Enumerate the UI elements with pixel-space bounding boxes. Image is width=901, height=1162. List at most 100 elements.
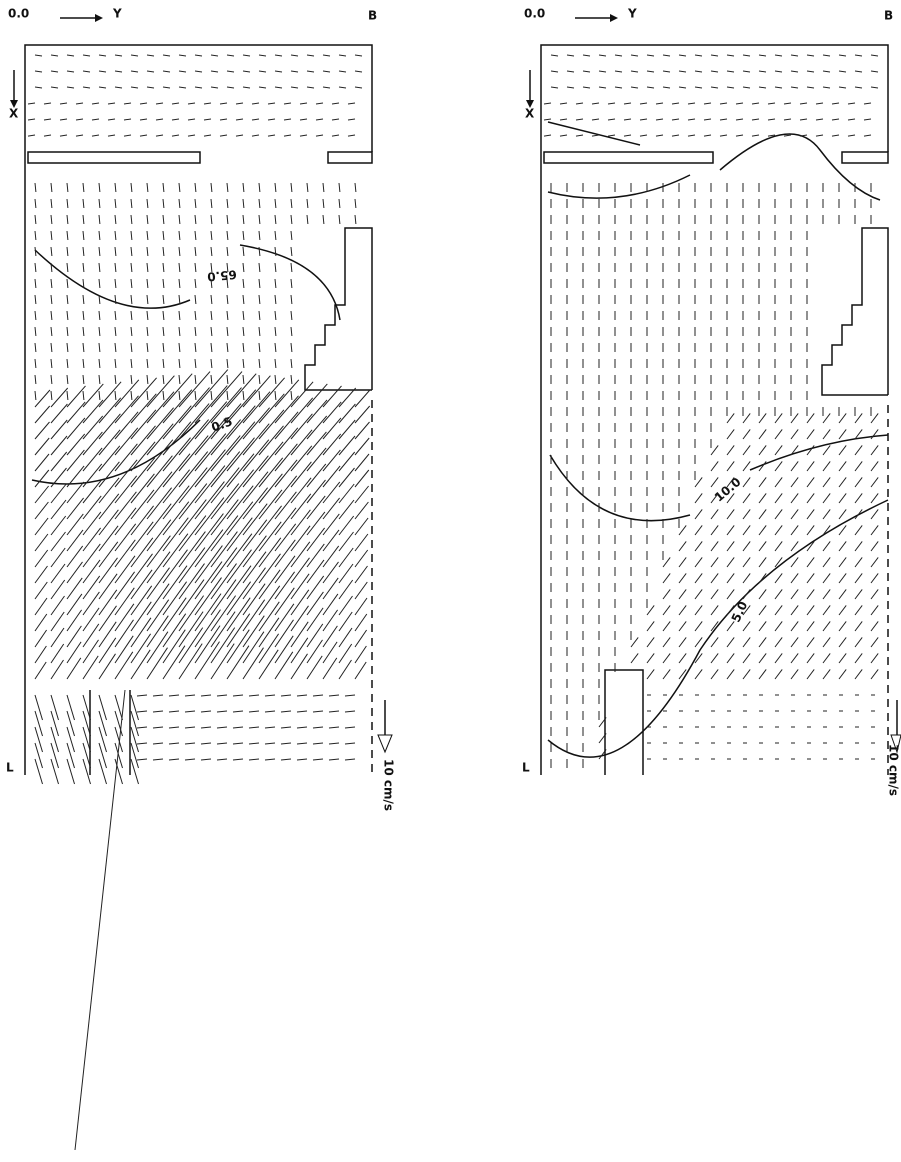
vector	[306, 214, 309, 225]
vector	[178, 182, 181, 193]
vector	[168, 710, 180, 713]
vector	[847, 102, 856, 105]
vector	[34, 758, 43, 785]
vector	[82, 230, 85, 241]
vector	[66, 561, 83, 584]
vector	[187, 118, 196, 121]
vector	[178, 611, 204, 648]
vector	[566, 70, 575, 73]
vector	[114, 539, 136, 568]
vector	[758, 605, 767, 616]
vector	[274, 326, 277, 337]
vector	[322, 529, 340, 552]
vector	[344, 742, 356, 745]
vector	[66, 577, 83, 600]
vector	[870, 669, 879, 680]
vector	[322, 214, 325, 225]
vector	[130, 54, 139, 57]
vector	[50, 198, 53, 209]
vector	[194, 342, 197, 353]
vector	[614, 54, 623, 57]
vector	[838, 573, 847, 584]
vector	[152, 758, 164, 761]
vector	[178, 310, 181, 321]
vector	[331, 134, 340, 137]
vector	[774, 461, 783, 472]
vector	[210, 435, 241, 472]
vector	[274, 278, 277, 289]
vector	[338, 579, 354, 600]
vector	[822, 54, 831, 57]
vector	[274, 427, 299, 456]
vector	[694, 525, 703, 536]
vector	[194, 497, 225, 536]
vector	[854, 589, 863, 600]
vector	[98, 710, 107, 737]
vector	[168, 758, 180, 761]
vector	[290, 310, 293, 321]
vector	[226, 405, 256, 440]
vector	[203, 118, 212, 121]
vector	[194, 577, 222, 616]
vector	[50, 390, 53, 401]
vector	[232, 726, 244, 729]
vector	[806, 621, 815, 632]
vector	[82, 639, 99, 664]
vector	[639, 102, 648, 105]
vector	[774, 557, 783, 568]
vector	[290, 198, 293, 209]
vector	[194, 545, 223, 584]
vector	[162, 501, 190, 536]
vector	[123, 134, 132, 137]
vector	[50, 86, 59, 89]
vector	[146, 246, 149, 257]
vector	[248, 726, 260, 729]
vector	[210, 387, 242, 424]
vector	[815, 118, 824, 121]
vector	[146, 86, 155, 89]
vector	[322, 385, 342, 408]
vector	[854, 637, 863, 648]
vector	[43, 102, 52, 105]
vector	[822, 86, 831, 89]
vector	[114, 651, 134, 680]
vector	[155, 134, 164, 137]
vector	[280, 726, 292, 729]
vector	[43, 134, 52, 137]
vector	[331, 102, 340, 105]
vector	[162, 629, 186, 664]
vector	[210, 563, 237, 600]
vector	[354, 405, 371, 424]
vector	[130, 489, 155, 520]
vector	[338, 214, 341, 225]
vector	[758, 413, 767, 424]
vector	[870, 589, 879, 600]
vector	[783, 134, 792, 137]
vector	[66, 417, 86, 440]
vector	[107, 134, 116, 137]
vector	[162, 645, 186, 680]
vector	[66, 625, 82, 648]
vector	[210, 595, 237, 632]
vector	[98, 397, 122, 424]
vector	[146, 262, 149, 273]
vector	[98, 70, 107, 73]
vector	[194, 401, 228, 440]
vector	[114, 54, 123, 57]
vector	[322, 497, 340, 520]
vector	[146, 583, 170, 616]
vector	[27, 118, 36, 121]
vector	[50, 419, 68, 440]
vector	[264, 710, 276, 713]
vector	[306, 559, 325, 584]
vector	[774, 621, 783, 632]
vector	[598, 733, 607, 744]
vector	[870, 493, 879, 504]
inlet-block	[604, 669, 644, 775]
vector	[130, 742, 139, 769]
vector	[655, 102, 664, 105]
vector	[178, 390, 181, 401]
vector	[710, 86, 719, 89]
vector	[870, 70, 879, 73]
vector	[235, 118, 244, 121]
